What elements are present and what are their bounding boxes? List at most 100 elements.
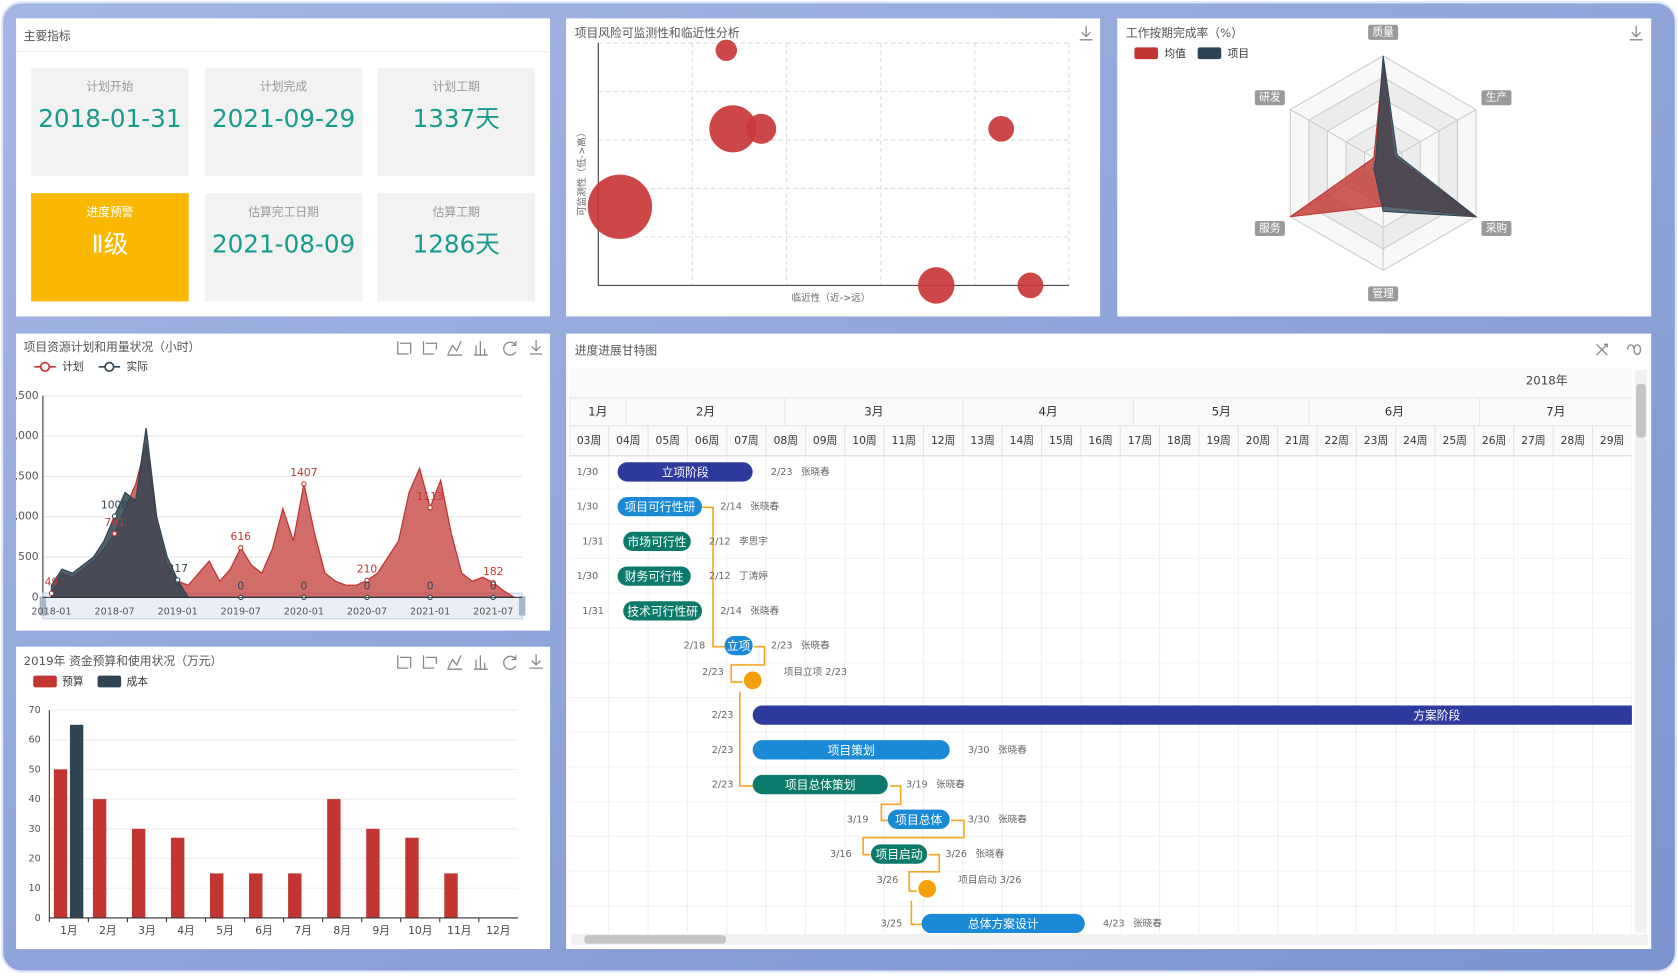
- task-end: 3/26: [945, 849, 967, 860]
- data-label: 791: [104, 516, 124, 529]
- bar: [69, 724, 84, 918]
- zoom-icon[interactable]: [397, 655, 412, 669]
- gantt-scale: 1月 2月 3月 4月 5月 6月 7月 03周 04周 05周 06周 07周 08周 09周 10周 11…: [569, 397, 1624, 456]
- week-label: 28周: [1561, 434, 1585, 447]
- bar-icon[interactable]: [473, 655, 488, 670]
- restore-icon[interactable]: [503, 655, 517, 670]
- link-icon[interactable]: [1626, 344, 1642, 356]
- bar-icon[interactable]: [473, 341, 488, 356]
- bubble: [918, 267, 955, 304]
- kpi-label: 估算工期: [433, 205, 480, 219]
- zoom-icon[interactable]: [397, 341, 412, 355]
- v-scrollbar[interactable]: [1635, 370, 1647, 933]
- link: [880, 785, 902, 822]
- task-owner: 张晓春: [750, 501, 779, 513]
- task-name: 项目总体策划: [785, 778, 856, 792]
- month-label: 3月: [864, 404, 883, 418]
- data-label: 182: [483, 565, 503, 578]
- y-tick-label: 500: [18, 550, 39, 563]
- y-tick-label: 1,000: [8, 510, 39, 523]
- task-bar: [887, 809, 950, 829]
- legend-swatch: [1197, 47, 1222, 60]
- legend-label: 计划: [62, 360, 83, 373]
- restore-icon[interactable]: [503, 341, 517, 356]
- zoom-back-icon[interactable]: [422, 341, 438, 355]
- year-label: 2018年: [1526, 373, 1568, 387]
- point: [490, 580, 496, 586]
- toolbox[interactable]: [397, 340, 543, 356]
- h-scrollbar[interactable]: [571, 934, 1648, 945]
- point: [48, 590, 55, 597]
- point: [175, 577, 181, 583]
- task-owner: 张晓春: [1133, 918, 1162, 930]
- task-owner: 张晓春: [801, 640, 830, 652]
- milestone: [916, 878, 938, 900]
- week-label: 27周: [1521, 434, 1545, 447]
- bar: [53, 769, 68, 918]
- y-tick-label: 1,500: [8, 469, 39, 482]
- task-end: 2/12: [709, 571, 731, 582]
- link: [862, 819, 965, 856]
- expand-icon[interactable]: [1596, 343, 1608, 356]
- milestone-date: 3/26: [877, 875, 899, 886]
- x-tick-label: 2021-07: [473, 606, 513, 617]
- task-start: 1/31: [582, 536, 604, 547]
- point: [238, 545, 244, 551]
- task-name: 技术可行性研: [627, 604, 698, 618]
- toolbox[interactable]: [397, 654, 543, 670]
- month-label: 7月: [1546, 404, 1565, 418]
- panel-title: 工作按期完成率（%）: [1126, 26, 1243, 40]
- task-bar: [617, 566, 691, 586]
- month-label: 5月: [1212, 404, 1231, 418]
- radar-axis: [1382, 109, 1477, 164]
- download-icon[interactable]: [529, 340, 543, 355]
- download-icon[interactable]: [529, 654, 543, 669]
- zoom-back-icon[interactable]: [422, 655, 438, 669]
- task-owner: 张晓春: [998, 813, 1027, 825]
- bar: [131, 828, 146, 918]
- gantt-body: 1/30 立项阶段 2/23 张晓春 1/30 项目可行性研 2/14 张晓春 1/31 市场可行…: [569, 455, 1632, 933]
- download-icon[interactable]: [1079, 25, 1093, 41]
- data-label: 1113: [416, 490, 443, 503]
- indicator-label: 采购: [1486, 222, 1507, 235]
- point: [111, 530, 118, 537]
- kpi-label: 进度预警: [86, 205, 133, 219]
- line-icon[interactable]: [447, 340, 463, 356]
- panel-title: 项目资源计划和用量状况（小时）: [24, 340, 201, 354]
- task-bar: [752, 705, 1632, 725]
- kpi-card: [204, 193, 363, 302]
- task-end: 2/14: [720, 502, 742, 513]
- task-name: 项目总体: [895, 813, 942, 827]
- indicator-box: [1254, 90, 1285, 106]
- task-start: 1/30: [577, 502, 599, 513]
- task-bar: [870, 844, 928, 864]
- task-bar: [921, 913, 1085, 933]
- kpi-card: [204, 67, 363, 176]
- indicator-label: 管理: [1372, 287, 1394, 300]
- x-tick-label: 8月: [333, 924, 351, 937]
- task-name: 财务可行性: [625, 570, 684, 584]
- week-label: 07周: [734, 434, 758, 447]
- panel-title: 主要指标: [24, 29, 71, 43]
- download-icon[interactable]: [1629, 25, 1643, 41]
- bubble: [1017, 272, 1044, 299]
- task-bar: [724, 635, 753, 656]
- week-label: 17周: [1128, 434, 1152, 447]
- y-tick-label: 30: [28, 824, 40, 835]
- bubble: [746, 113, 777, 144]
- task-end: 2/12: [709, 536, 731, 547]
- legend-label: 项目: [1228, 47, 1249, 60]
- bubble: [709, 105, 757, 153]
- line-icon[interactable]: [447, 655, 463, 670]
- indicator-box: [1368, 24, 1399, 40]
- task-start: 3/19: [847, 814, 869, 825]
- resource-panel: 项目资源计划和用量状况（小时） 0 500 1,000 1,500 2,000 2,500…: [8, 333, 551, 631]
- legend-label: 预算: [62, 675, 84, 688]
- task-name: 立项阶段: [662, 465, 709, 479]
- v-scroll-thumb[interactable]: [1636, 383, 1646, 438]
- x-tick-label: 6月: [255, 924, 273, 937]
- x-tick-label: 2月: [99, 924, 117, 937]
- h-scroll-thumb[interactable]: [584, 935, 726, 944]
- task-owner: 张晓春: [750, 605, 779, 617]
- data-label: 0: [427, 580, 434, 593]
